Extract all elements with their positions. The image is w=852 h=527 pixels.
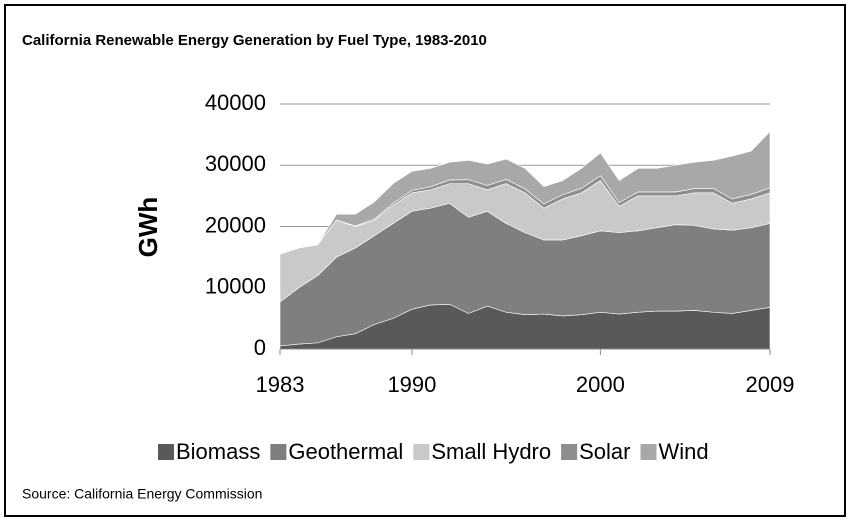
y-tick-label: 40000 — [205, 90, 266, 115]
legend-swatch — [561, 444, 578, 460]
legend-swatch — [413, 444, 430, 460]
legend-swatch — [158, 444, 174, 460]
y-tick-label: 0 — [254, 335, 266, 360]
y-tick-label: 30000 — [205, 151, 266, 176]
legend-label: Small Hydro — [431, 439, 551, 464]
legend-swatch — [640, 444, 657, 460]
source-note: Source: California Energy Commission — [22, 486, 262, 502]
x-tick-label: 1990 — [387, 372, 436, 397]
legend-swatch — [270, 444, 287, 460]
x-tick-label: 1983 — [256, 372, 305, 397]
area-4 — [279, 130, 771, 255]
legend-label: Solar — [579, 439, 630, 464]
x-tick-label: 2000 — [576, 372, 625, 397]
legend-label: Geothermal — [288, 439, 403, 464]
y-tick-label: 10000 — [205, 274, 266, 299]
y-tick-label: 20000 — [205, 212, 266, 237]
legend-label: Wind — [658, 439, 708, 464]
legend-label: Biomass — [176, 439, 260, 464]
chart-title: California Renewable Energy Generation b… — [22, 32, 487, 49]
y-axis-label: GWh — [133, 197, 163, 258]
x-tick-label: 2009 — [746, 372, 795, 397]
